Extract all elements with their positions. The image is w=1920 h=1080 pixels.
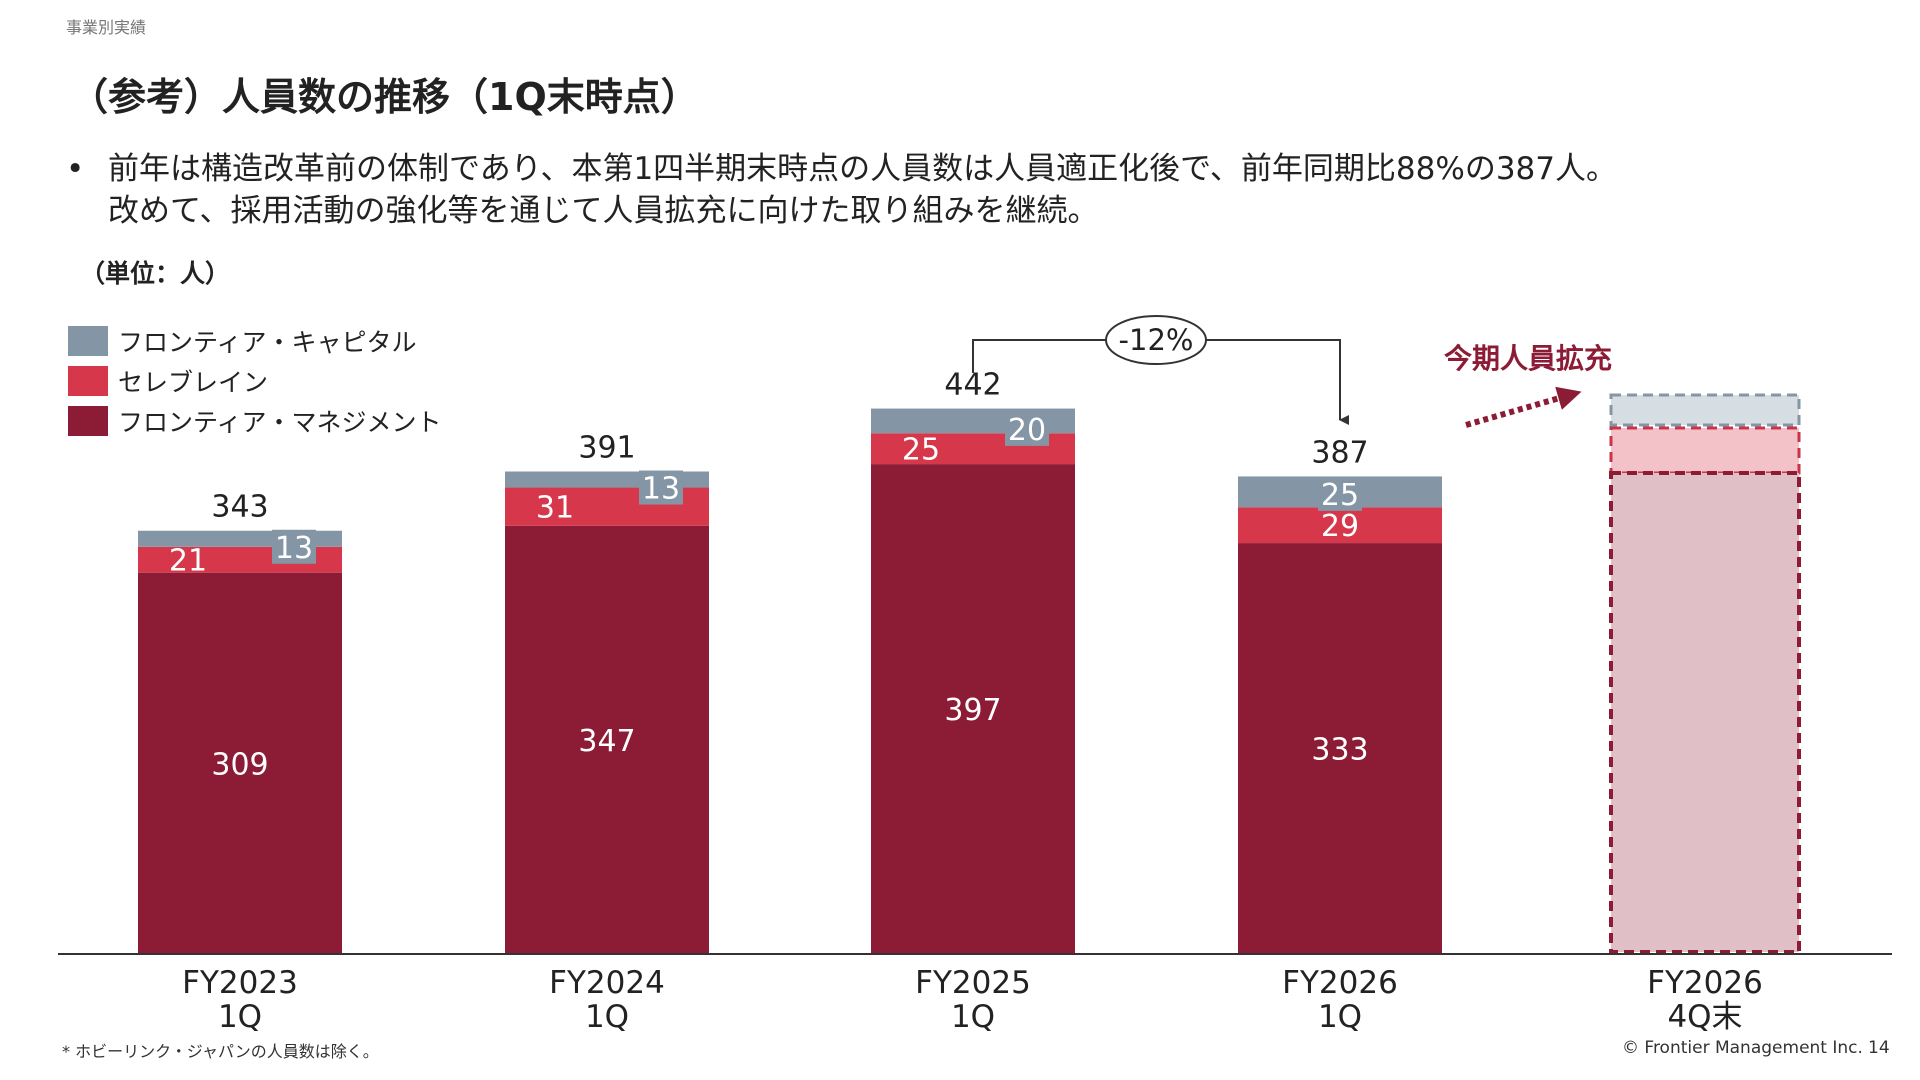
data-label-box-capital: [1318, 476, 1362, 511]
legend-label-capital: フロンティア・キャピタル: [118, 328, 417, 357]
total-label: 343: [211, 490, 268, 525]
bullet-marker: •: [66, 151, 85, 187]
annotation-layer: -12% 今期人員拡充: [972, 315, 1612, 428]
section-label: 事業別実績: [66, 18, 147, 37]
change-badge: [1105, 315, 1207, 365]
bar-segment-management: [505, 525, 709, 954]
data-label-box-capital: [1005, 411, 1049, 446]
target-arrow: [1465, 386, 1582, 428]
legend-swatch-management: [68, 406, 108, 436]
x-tick-label: FY2024: [549, 965, 665, 1001]
x-tick-label: FY2026: [1647, 965, 1763, 1001]
data-label-management: 333: [1311, 733, 1368, 768]
target-label: 今期人員拡充: [1444, 342, 1612, 375]
x-tick-label: 4Q末: [1667, 999, 1742, 1035]
bar-segment-management: [138, 572, 342, 954]
data-label-management: 309: [211, 747, 268, 782]
total-label: 391: [578, 431, 635, 466]
legend-swatch-celebrain: [68, 366, 108, 396]
data-label-celebrain: 29: [1321, 509, 1359, 544]
target-segment-management: [1609, 471, 1801, 954]
data-label-capital: 25: [1321, 478, 1359, 513]
bullet-item: • 前年は構造改革前の体制であり、本第1四半期末時点の人員数は人員適正化後で、前…: [66, 148, 1617, 232]
legend-swatch-capital: [68, 326, 108, 356]
footnote: * ホビーリンク・ジャパンの人員数は除く。: [62, 1042, 379, 1061]
bars-layer: [138, 393, 1801, 954]
page-number: 14: [1868, 1038, 1890, 1058]
x-tick-label: FY2026: [1282, 965, 1398, 1001]
bullet-text-2: 改めて、採用活動の強化等を通じて人員拡充に向けた取り組みを継続。: [108, 193, 1099, 229]
page-title: （参考）人員数の推移（1Q末時点）: [70, 75, 699, 119]
chart-legend: フロンティア・キャピタル セレブレイン フロンティア・マネジメント: [68, 326, 442, 446]
unit-label: （単位：人）: [80, 259, 231, 288]
bar-segment-celebrain: [1238, 507, 1442, 544]
bar-segment-management: [871, 464, 1075, 954]
copyright: © Frontier Management Inc.: [1622, 1038, 1863, 1058]
total-label: 387: [1311, 435, 1368, 470]
data-label-capital: 20: [1008, 413, 1046, 448]
target-segment-capital: [1609, 393, 1801, 427]
data-label-celebrain: 25: [902, 433, 940, 468]
x-tick-label: 1Q: [585, 999, 629, 1035]
x-tick-label: FY2023: [182, 965, 298, 1001]
total-label: 442: [944, 368, 1001, 403]
bullet-list: • 前年は構造改革前の体制であり、本第1四半期末時点の人員数は人員適正化後で、前…: [66, 148, 1617, 232]
data-label-capital: 13: [275, 531, 313, 566]
x-tick-label: FY2025: [915, 965, 1031, 1001]
legend-item-management: フロンティア・マネジメント: [68, 406, 442, 437]
bar-segment-management: [1238, 543, 1442, 954]
data-label-box-capital: [272, 529, 316, 564]
change-label: -12%: [1119, 323, 1194, 357]
x-tick-label: 1Q: [1318, 999, 1362, 1035]
data-label-management: 347: [578, 724, 635, 759]
data-label-celebrain: 31: [536, 491, 574, 526]
data-label-box-capital: [639, 470, 683, 505]
data-label-management: 397: [944, 693, 1001, 728]
bullet-text-1: 前年は構造改革前の体制であり、本第1四半期末時点の人員数は人員適正化後で、前年同…: [108, 151, 1618, 187]
legend-item-capital: フロンティア・キャピタル: [68, 326, 442, 357]
target-segment-celebrain: [1609, 426, 1801, 475]
legend-item-celebrain: セレブレイン: [68, 366, 442, 397]
x-tick-label: 1Q: [218, 999, 262, 1035]
legend-label-management: フロンティア・マネジメント: [118, 408, 442, 437]
legend-label-celebrain: セレブレイン: [118, 368, 269, 397]
data-label-celebrain: 21: [169, 544, 207, 579]
data-label-capital: 13: [642, 472, 680, 507]
x-tick-label: 1Q: [951, 999, 995, 1035]
